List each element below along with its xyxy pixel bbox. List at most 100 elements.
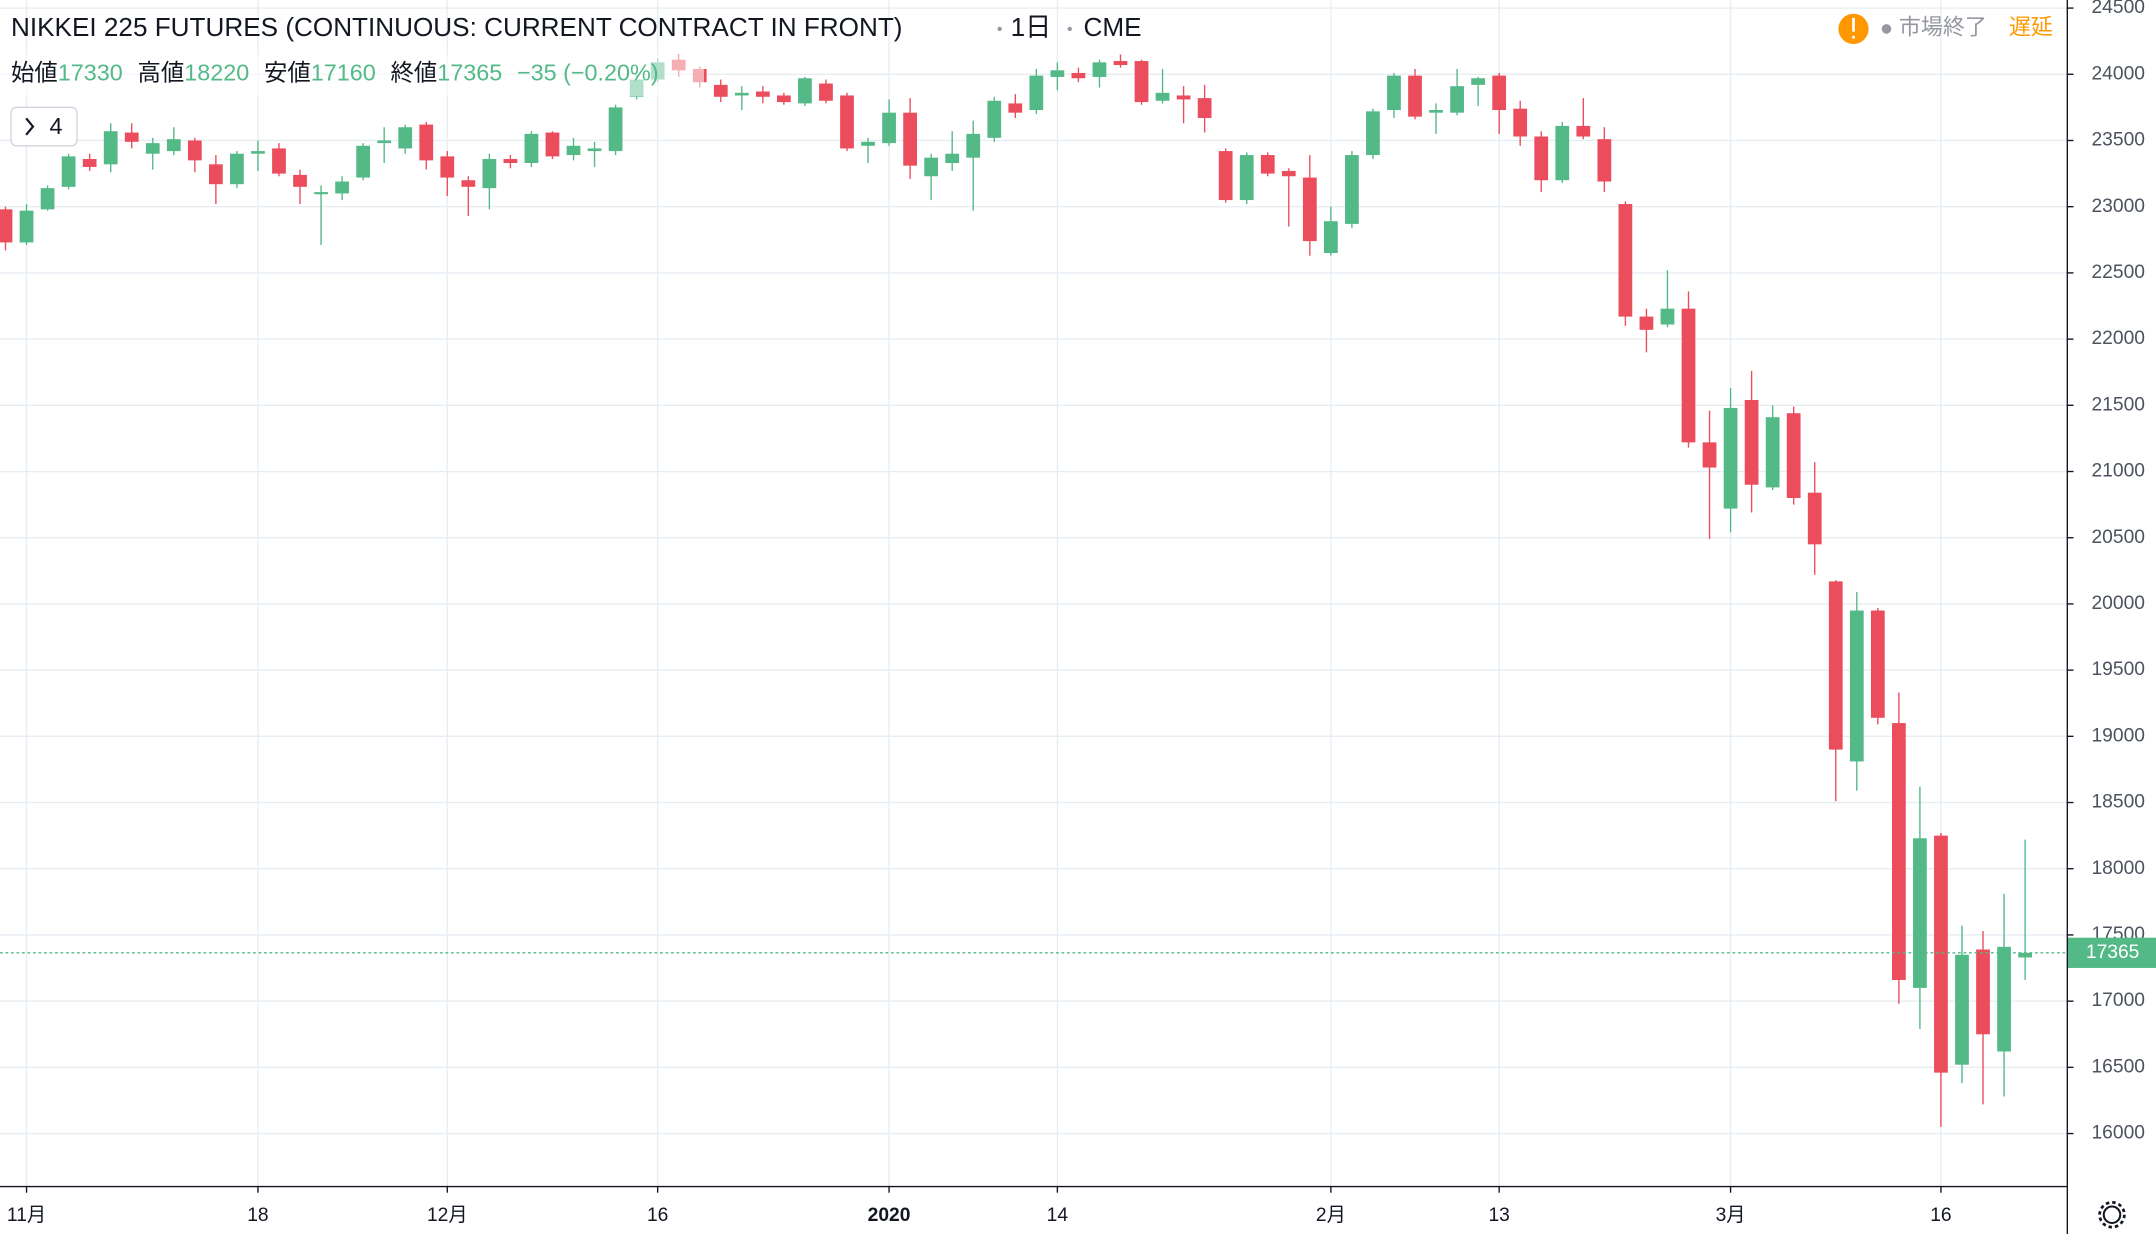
settings-icon[interactable] [2098, 1200, 2126, 1229]
candle-body [1976, 949, 1990, 1035]
legend-label: 終値 [391, 59, 438, 85]
candle-body [1702, 442, 1717, 468]
candle-body [608, 107, 623, 152]
y-tick-label: 22500 [2091, 262, 2145, 283]
candle-body [1281, 170, 1296, 177]
candle-body [1429, 110, 1443, 113]
candle-body [1197, 98, 1212, 118]
legend-value: 17330 [58, 59, 123, 85]
y-tick-label: 19000 [2091, 725, 2145, 746]
candle-body [734, 92, 749, 96]
y-tick-label: 20500 [2091, 527, 2145, 548]
candle-body [966, 133, 981, 158]
candle-body [1408, 75, 1422, 117]
candle-body [1576, 125, 1591, 137]
y-tick-label: 24500 [2091, 0, 2145, 18]
legend-change: −35 (−0.20%) [517, 59, 659, 85]
candle-body [987, 100, 1002, 138]
y-tick-label: 18500 [2091, 792, 2145, 813]
candle-body [1534, 136, 1549, 181]
candle-body [209, 164, 223, 185]
candle-body [419, 124, 434, 161]
status-dot [1881, 24, 1892, 34]
candle-body [1134, 61, 1149, 103]
candle-body [1366, 111, 1380, 156]
candle-body [1765, 417, 1780, 488]
candle-body [798, 78, 812, 104]
chevron-icon [25, 117, 35, 136]
candle-body [1176, 95, 1191, 100]
candle-body [1892, 723, 1906, 980]
candle-body [840, 95, 854, 149]
candle-body [545, 132, 560, 157]
candle-body [1870, 610, 1885, 718]
overlay: NIKKEI 225 FUTURES (CONTINUOUS: CURRENT … [0, 12, 2053, 147]
candle-body [272, 148, 286, 174]
x-tick-label: 13 [1488, 1205, 1509, 1226]
y-tick-label: 19500 [2091, 659, 2145, 680]
gear-ring[interactable] [2102, 1205, 2122, 1225]
candle-body [1807, 492, 1822, 545]
warning-mark [1852, 35, 1855, 39]
legend-backdrop [0, 55, 704, 97]
legend-label: 安値 [264, 59, 311, 85]
candle-body [230, 153, 244, 185]
x-tick-label: 18 [247, 1205, 268, 1226]
x-tick-label: 16 [1930, 1205, 1951, 1226]
candles [0, 54, 2067, 1127]
candle-body [166, 139, 181, 152]
candle-body [1786, 413, 1801, 498]
indicator-count: 4 [49, 113, 62, 139]
candle-body [1681, 308, 1696, 443]
candle-body [1997, 946, 2011, 1052]
candle-body [1639, 316, 1654, 330]
candle-body [1471, 78, 1485, 85]
candle-body [524, 133, 539, 163]
candle-body [903, 112, 917, 166]
candle-body [1302, 177, 1317, 242]
last-price-label: 17365 [2086, 942, 2140, 963]
last-price-tag [2068, 937, 2156, 968]
ohlc-legend: 始値17330 高値18220 安値17160 終値17365 −35 (−0.… [11, 59, 659, 85]
legend-value: 17160 [311, 59, 376, 85]
candle-body [1555, 125, 1570, 181]
grid [0, 0, 2067, 1186]
y-tick-label: 16500 [2091, 1056, 2145, 1077]
candle-body [587, 148, 602, 152]
candle-body [1092, 62, 1107, 77]
candle-body [713, 84, 728, 97]
candle-body [440, 156, 455, 178]
candle-body [945, 153, 960, 163]
y-tick-label: 21000 [2091, 461, 2145, 482]
candle-body [1113, 61, 1128, 66]
candle-body [1260, 155, 1275, 174]
y-tick-label: 23500 [2091, 130, 2145, 151]
separator [1067, 26, 1072, 32]
candle-body [19, 210, 34, 243]
indicator-button[interactable] [10, 106, 78, 147]
candle-body [503, 159, 518, 163]
candle-body [755, 91, 770, 97]
candle-body [398, 127, 413, 149]
candle-body [377, 140, 392, 144]
candle-body [1029, 75, 1044, 111]
chart-title: NIKKEI 225 FUTURES (CONTINUOUS: CURRENT … [11, 12, 902, 42]
x-tick-label: 12月 [427, 1205, 468, 1226]
candle-body [1744, 400, 1759, 485]
candle-body [566, 145, 581, 156]
candle-body [2018, 952, 2032, 958]
legend-label: 始値 [11, 59, 58, 85]
indicator-toggle[interactable]: 4 [10, 106, 78, 147]
legend-value: 17365 [437, 59, 502, 85]
candle-body [1513, 108, 1528, 137]
candle-body [1239, 155, 1254, 201]
candle-body [103, 131, 118, 165]
x-tick-label: 2月 [1316, 1205, 1346, 1226]
candle-body [819, 83, 833, 101]
candle-body [1849, 610, 1864, 762]
candle-body [1218, 151, 1233, 201]
legend-label: 高値 [138, 59, 185, 85]
y-tick-label: 20000 [2091, 593, 2145, 614]
